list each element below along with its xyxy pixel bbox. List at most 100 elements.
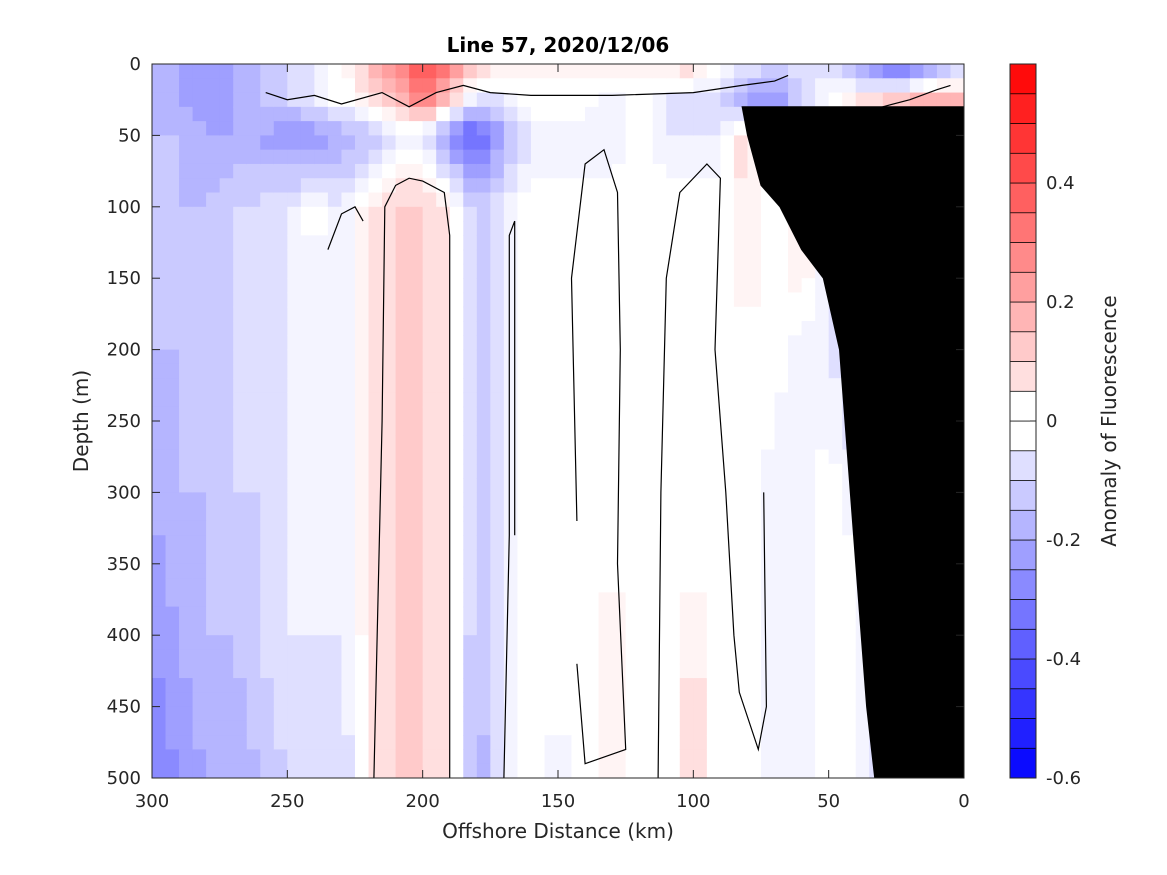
heatmap-cell: [449, 121, 464, 136]
heatmap-cell: [368, 449, 383, 465]
heatmap-cell: [260, 463, 275, 479]
heatmap-cell: [409, 92, 424, 108]
heatmap-cell: [625, 378, 640, 394]
heatmap-cell: [476, 563, 491, 579]
heatmap-cell: [571, 92, 586, 108]
heatmap-cell: [733, 635, 749, 651]
heatmap-cell: [652, 163, 667, 179]
heatmap-cell: [747, 606, 762, 622]
heatmap-cell: [463, 592, 478, 608]
heatmap-cell: [436, 263, 451, 279]
heatmap-cell: [598, 278, 613, 294]
x-tick-label: 250: [270, 791, 304, 812]
heatmap-cell: [571, 506, 586, 522]
heatmap-cell: [233, 578, 248, 593]
heatmap-cell: [206, 592, 221, 608]
heatmap-cell: [409, 649, 424, 665]
colorbar-level: [1009, 450, 1037, 481]
heatmap-cell: [679, 535, 694, 551]
heatmap-cell: [368, 249, 383, 265]
heatmap-cell: [761, 92, 776, 108]
heatmap-cell: [192, 392, 207, 408]
heatmap-cell: [436, 678, 451, 693]
heatmap-cell: [368, 649, 383, 665]
heatmap-cell: [395, 178, 410, 194]
heatmap-cell: [341, 720, 356, 736]
heatmap-cell: [788, 620, 803, 636]
heatmap-cell: [192, 135, 207, 151]
heatmap-cell: [355, 335, 370, 351]
heatmap-cell: [788, 720, 803, 736]
heatmap-cell: [192, 292, 207, 308]
heatmap-cell: [598, 492, 613, 508]
heatmap-cell: [517, 106, 532, 122]
heatmap-cell: [382, 735, 397, 751]
heatmap-cell: [192, 649, 207, 665]
heatmap-cell: [273, 335, 288, 351]
heatmap-cell: [192, 92, 207, 108]
heatmap-cell: [503, 535, 518, 551]
heatmap-cell: [449, 563, 464, 579]
heatmap-cell: [355, 735, 370, 751]
heatmap-cell: [368, 363, 383, 379]
heatmap-cell: [192, 720, 207, 736]
colorbar-level: [1009, 658, 1037, 690]
heatmap-cell: [761, 506, 776, 522]
heatmap-cell: [639, 735, 654, 751]
heatmap-cell: [530, 121, 546, 136]
heatmap-cell: [761, 406, 776, 422]
heatmap-cell: [503, 206, 518, 222]
heatmap-cell: [152, 321, 167, 336]
heatmap-cell: [206, 606, 221, 622]
heatmap-cell: [260, 606, 275, 622]
heatmap-cell: [233, 378, 248, 394]
heatmap-cell: [571, 78, 586, 94]
heatmap-cell: [652, 378, 667, 394]
y-tick-label: 350: [107, 554, 141, 575]
heatmap-cell: [733, 163, 749, 179]
heatmap-cell: [679, 306, 694, 322]
heatmap-cell: [219, 263, 234, 279]
heatmap-cell: [828, 663, 843, 679]
heatmap-cell: [490, 649, 505, 665]
heatmap-cell: [666, 64, 681, 79]
heatmap-cell: [639, 92, 654, 108]
heatmap-cell: [476, 720, 491, 736]
heatmap-cell: [233, 478, 248, 493]
heatmap-cell: [246, 121, 261, 136]
heatmap-cell: [165, 121, 180, 136]
heatmap-cell: [625, 692, 640, 708]
heatmap-cell: [666, 449, 681, 465]
heatmap-cell: [219, 506, 234, 522]
heatmap-cell: [395, 321, 410, 336]
heatmap-cell: [693, 292, 708, 308]
heatmap-cell: [436, 306, 451, 322]
heatmap-cell: [152, 592, 167, 608]
heatmap-cell: [774, 535, 789, 551]
heatmap-cell: [585, 363, 600, 379]
heatmap-cell: [517, 421, 532, 436]
heatmap-cell: [206, 520, 221, 536]
heatmap-cell: [314, 635, 329, 651]
heatmap-cell: [761, 263, 776, 279]
heatmap-cell: [395, 606, 410, 622]
heatmap-cell: [801, 620, 816, 636]
heatmap-cell: [517, 92, 532, 108]
heatmap-cell: [530, 106, 546, 122]
heatmap-cell: [679, 92, 694, 108]
heatmap-cell: [476, 235, 491, 251]
colorbar-tick-label: 0.2: [1046, 292, 1075, 313]
heatmap-cell: [558, 435, 573, 451]
heatmap-cell: [544, 706, 559, 722]
heatmap-cell: [666, 349, 681, 365]
heatmap-cell: [206, 363, 221, 379]
heatmap-cell: [449, 349, 464, 365]
heatmap-cell: [693, 363, 708, 379]
heatmap-cell: [287, 649, 302, 665]
heatmap-cell: [300, 135, 315, 151]
heatmap-cell: [463, 221, 478, 236]
heatmap-cell: [788, 535, 803, 551]
heatmap-cell: [422, 435, 437, 451]
heatmap-cell: [666, 292, 681, 308]
heatmap-cell: [260, 663, 275, 679]
